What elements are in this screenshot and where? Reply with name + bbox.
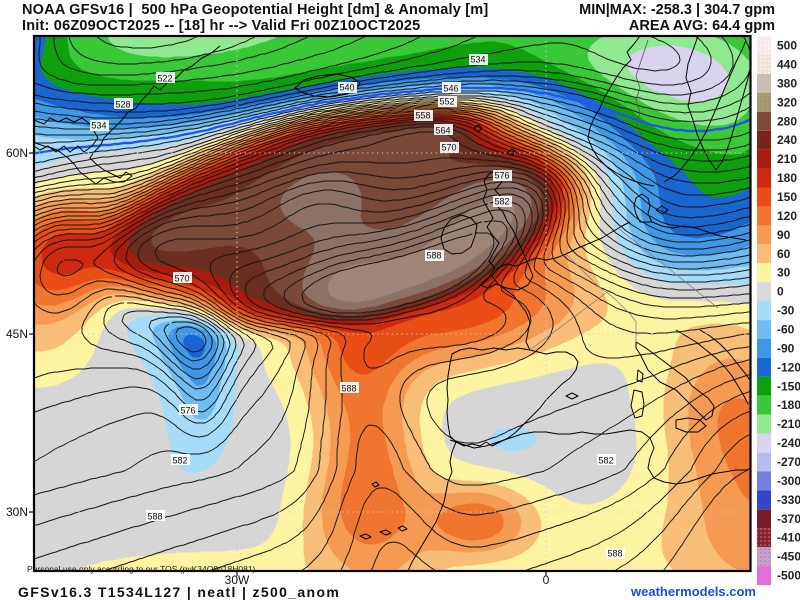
svg-text:380: 380 bbox=[777, 76, 797, 90]
svg-text:-120: -120 bbox=[777, 360, 800, 374]
svg-text:60: 60 bbox=[777, 247, 791, 261]
svg-text:588: 588 bbox=[147, 512, 162, 522]
svg-text:582: 582 bbox=[494, 197, 509, 207]
svg-text:-150: -150 bbox=[777, 379, 800, 393]
svg-text:60N: 60N bbox=[6, 146, 28, 160]
svg-text:-410: -410 bbox=[777, 531, 800, 545]
svg-text:0: 0 bbox=[543, 573, 550, 587]
svg-text:120: 120 bbox=[777, 209, 797, 223]
svg-text:528: 528 bbox=[115, 100, 130, 110]
svg-text:552: 552 bbox=[439, 97, 454, 107]
svg-text:588: 588 bbox=[607, 549, 622, 559]
svg-text:534: 534 bbox=[91, 121, 106, 131]
svg-text:564: 564 bbox=[435, 126, 450, 136]
svg-text:440: 440 bbox=[777, 58, 797, 72]
svg-text:-210: -210 bbox=[777, 417, 800, 431]
svg-text:30W: 30W bbox=[225, 573, 250, 587]
svg-text:540: 540 bbox=[339, 83, 354, 93]
svg-text:-500: -500 bbox=[777, 569, 800, 583]
svg-text:588: 588 bbox=[426, 251, 441, 261]
svg-text:588: 588 bbox=[341, 384, 356, 394]
svg-text:30: 30 bbox=[777, 266, 791, 280]
svg-text:522: 522 bbox=[157, 74, 172, 84]
svg-text:30N: 30N bbox=[6, 505, 28, 519]
svg-text:320: 320 bbox=[777, 95, 797, 109]
svg-text:558: 558 bbox=[415, 111, 430, 121]
svg-text:240: 240 bbox=[777, 133, 797, 147]
svg-text:546: 546 bbox=[443, 84, 458, 94]
svg-text:500: 500 bbox=[777, 39, 797, 53]
svg-text:-240: -240 bbox=[777, 436, 800, 450]
svg-text:-450: -450 bbox=[777, 550, 800, 564]
svg-text:582: 582 bbox=[172, 456, 187, 466]
svg-text:-180: -180 bbox=[777, 398, 800, 412]
svg-text:150: 150 bbox=[777, 190, 797, 204]
svg-text:0: 0 bbox=[777, 285, 784, 299]
svg-text:180: 180 bbox=[777, 171, 797, 185]
svg-text:582: 582 bbox=[598, 456, 613, 466]
svg-text:-300: -300 bbox=[777, 474, 800, 488]
svg-text:-330: -330 bbox=[777, 493, 800, 507]
svg-text:210: 210 bbox=[777, 152, 797, 166]
svg-text:90: 90 bbox=[777, 228, 791, 242]
svg-text:576: 576 bbox=[494, 171, 509, 181]
svg-text:-60: -60 bbox=[777, 323, 795, 337]
svg-text:570: 570 bbox=[441, 143, 456, 153]
svg-text:45N: 45N bbox=[6, 327, 28, 341]
svg-text:-30: -30 bbox=[777, 304, 795, 318]
svg-text:-90: -90 bbox=[777, 341, 795, 355]
svg-text:-370: -370 bbox=[777, 512, 800, 526]
svg-text:534: 534 bbox=[470, 55, 485, 65]
svg-text:280: 280 bbox=[777, 114, 797, 128]
svg-text:576: 576 bbox=[180, 406, 195, 416]
svg-text:-270: -270 bbox=[777, 455, 800, 469]
svg-text:570: 570 bbox=[174, 274, 189, 284]
